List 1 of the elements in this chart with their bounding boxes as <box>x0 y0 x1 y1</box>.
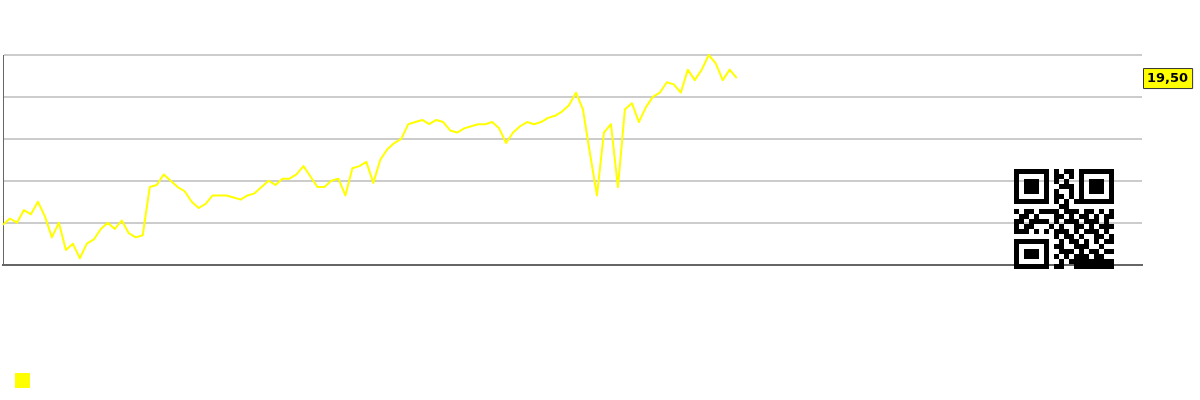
text: 19,50 <box>1147 70 1189 86</box>
